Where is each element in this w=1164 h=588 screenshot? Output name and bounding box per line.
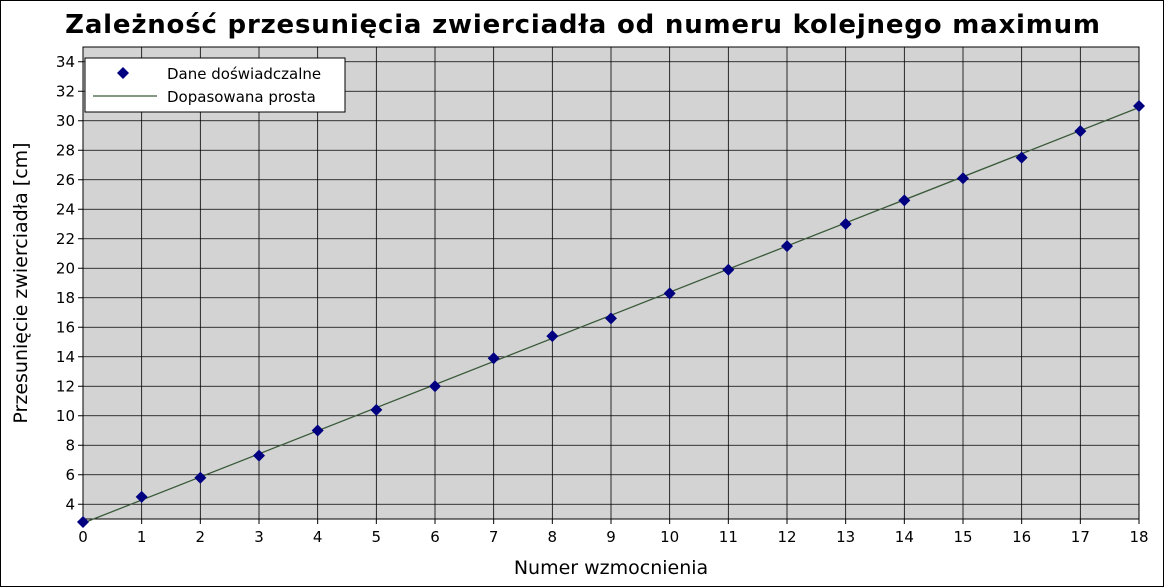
y-tick-label: 30 [56, 112, 75, 130]
x-tick-label: 1 [137, 528, 147, 546]
y-axis-title: Przesunięcie zwierciadła [cm] [10, 142, 32, 423]
x-tick-label: 11 [719, 528, 738, 546]
x-tick-label: 6 [430, 528, 440, 546]
x-tick-label: 12 [777, 528, 796, 546]
data-point [1015, 151, 1028, 164]
y-tick-label: 34 [56, 53, 75, 71]
y-tick-label: 16 [56, 318, 75, 336]
x-tick-label: 3 [254, 528, 264, 546]
x-tick-label: 16 [1012, 528, 1031, 546]
x-tick-label: 15 [953, 528, 972, 546]
data-point [311, 424, 324, 437]
y-tick-label: 28 [56, 141, 75, 159]
x-axis-title: Numer wzmocnienia [514, 557, 708, 579]
y-tick-label: 20 [56, 259, 75, 277]
data-point [839, 218, 852, 230]
data-point [194, 471, 207, 484]
chart-title: Zależność przesunięcia zwierciadła od nu… [65, 10, 1101, 40]
data-point [429, 380, 441, 393]
y-tick-label: 22 [56, 230, 75, 248]
data-point [663, 287, 676, 300]
y-tick-label: 8 [65, 436, 75, 454]
data-point [370, 403, 383, 416]
data-point [722, 263, 735, 276]
legend-label-fit: Dopasowana prosta [167, 88, 316, 106]
y-tick-label: 4 [65, 495, 75, 513]
x-tick-label: 0 [78, 528, 88, 546]
x-tick-label: 5 [372, 528, 382, 546]
x-tick-label: 8 [548, 528, 558, 546]
y-tick-label: 12 [56, 377, 75, 395]
legend-marker-experimental [117, 67, 129, 79]
x-tick-label: 13 [836, 528, 855, 546]
data-point [546, 330, 559, 343]
data-point [253, 449, 265, 462]
data-point [605, 312, 617, 325]
x-tick-label: 4 [313, 528, 323, 546]
data-points [77, 100, 1145, 528]
legend-label-experimental: Dane doświadczalne [167, 65, 321, 83]
data-point [898, 194, 911, 207]
legend-box [84, 57, 346, 113]
y-tick-label: 26 [56, 171, 75, 189]
y-tick-label: 10 [56, 407, 75, 425]
y-tick-label: 24 [56, 200, 75, 218]
data-point [957, 172, 969, 185]
grid-lines [82, 47, 1140, 519]
data-point [1074, 125, 1087, 138]
x-axis: 0 1 2 3 4 5 6 7 8 9 10 11 12 13 14 15 16 17 18 [78, 519, 1149, 546]
data-point [487, 352, 500, 365]
x-tick-label: 18 [1129, 528, 1148, 546]
legend: Dane doświadczalne Dopasowana prosta [84, 57, 346, 113]
x-tick-label: 2 [196, 528, 206, 546]
x-tick-label: 10 [660, 528, 679, 546]
y-tick-label: 14 [56, 348, 75, 366]
y-axis: 4 6 8 10 12 14 16 18 20 22 24 26 28 30 32 34 [56, 53, 83, 513]
data-point [781, 240, 793, 253]
data-point [77, 515, 89, 528]
y-tick-label: 6 [65, 466, 75, 484]
x-tick-label: 9 [606, 528, 616, 546]
x-tick-label: 7 [489, 528, 499, 546]
x-tick-label: 17 [1071, 528, 1090, 546]
y-tick-label: 18 [56, 289, 75, 307]
x-tick-label: 14 [895, 528, 914, 546]
data-point [1133, 100, 1145, 112]
data-point [135, 490, 148, 503]
y-tick-label: 32 [56, 82, 75, 100]
